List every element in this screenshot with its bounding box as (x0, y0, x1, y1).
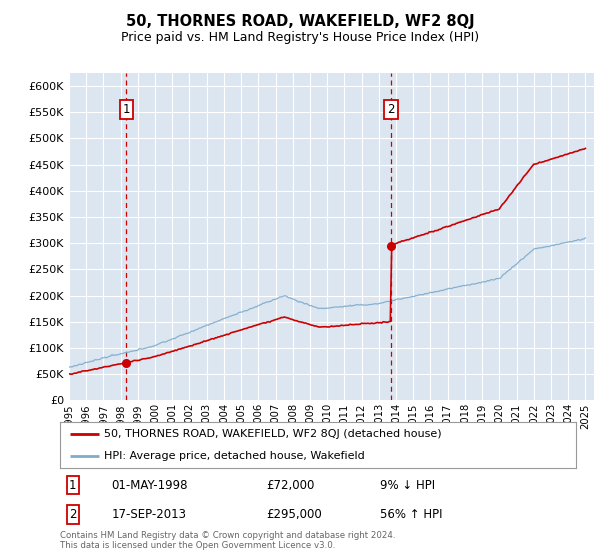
Text: 1: 1 (122, 103, 130, 116)
Text: Price paid vs. HM Land Registry's House Price Index (HPI): Price paid vs. HM Land Registry's House … (121, 31, 479, 44)
Text: 2: 2 (388, 103, 395, 116)
Text: 50, THORNES ROAD, WAKEFIELD, WF2 8QJ (detached house): 50, THORNES ROAD, WAKEFIELD, WF2 8QJ (de… (104, 429, 442, 439)
Text: 2: 2 (69, 508, 77, 521)
Text: HPI: Average price, detached house, Wakefield: HPI: Average price, detached house, Wake… (104, 451, 365, 461)
Text: 17-SEP-2013: 17-SEP-2013 (112, 508, 187, 521)
Text: £72,000: £72,000 (266, 479, 315, 492)
Text: Contains HM Land Registry data © Crown copyright and database right 2024.
This d: Contains HM Land Registry data © Crown c… (60, 531, 395, 550)
Text: 01-MAY-1998: 01-MAY-1998 (112, 479, 188, 492)
Text: £295,000: £295,000 (266, 508, 322, 521)
Text: 50, THORNES ROAD, WAKEFIELD, WF2 8QJ: 50, THORNES ROAD, WAKEFIELD, WF2 8QJ (125, 14, 475, 29)
Text: 9% ↓ HPI: 9% ↓ HPI (380, 479, 435, 492)
Text: 1: 1 (69, 479, 77, 492)
Text: 56% ↑ HPI: 56% ↑ HPI (380, 508, 442, 521)
